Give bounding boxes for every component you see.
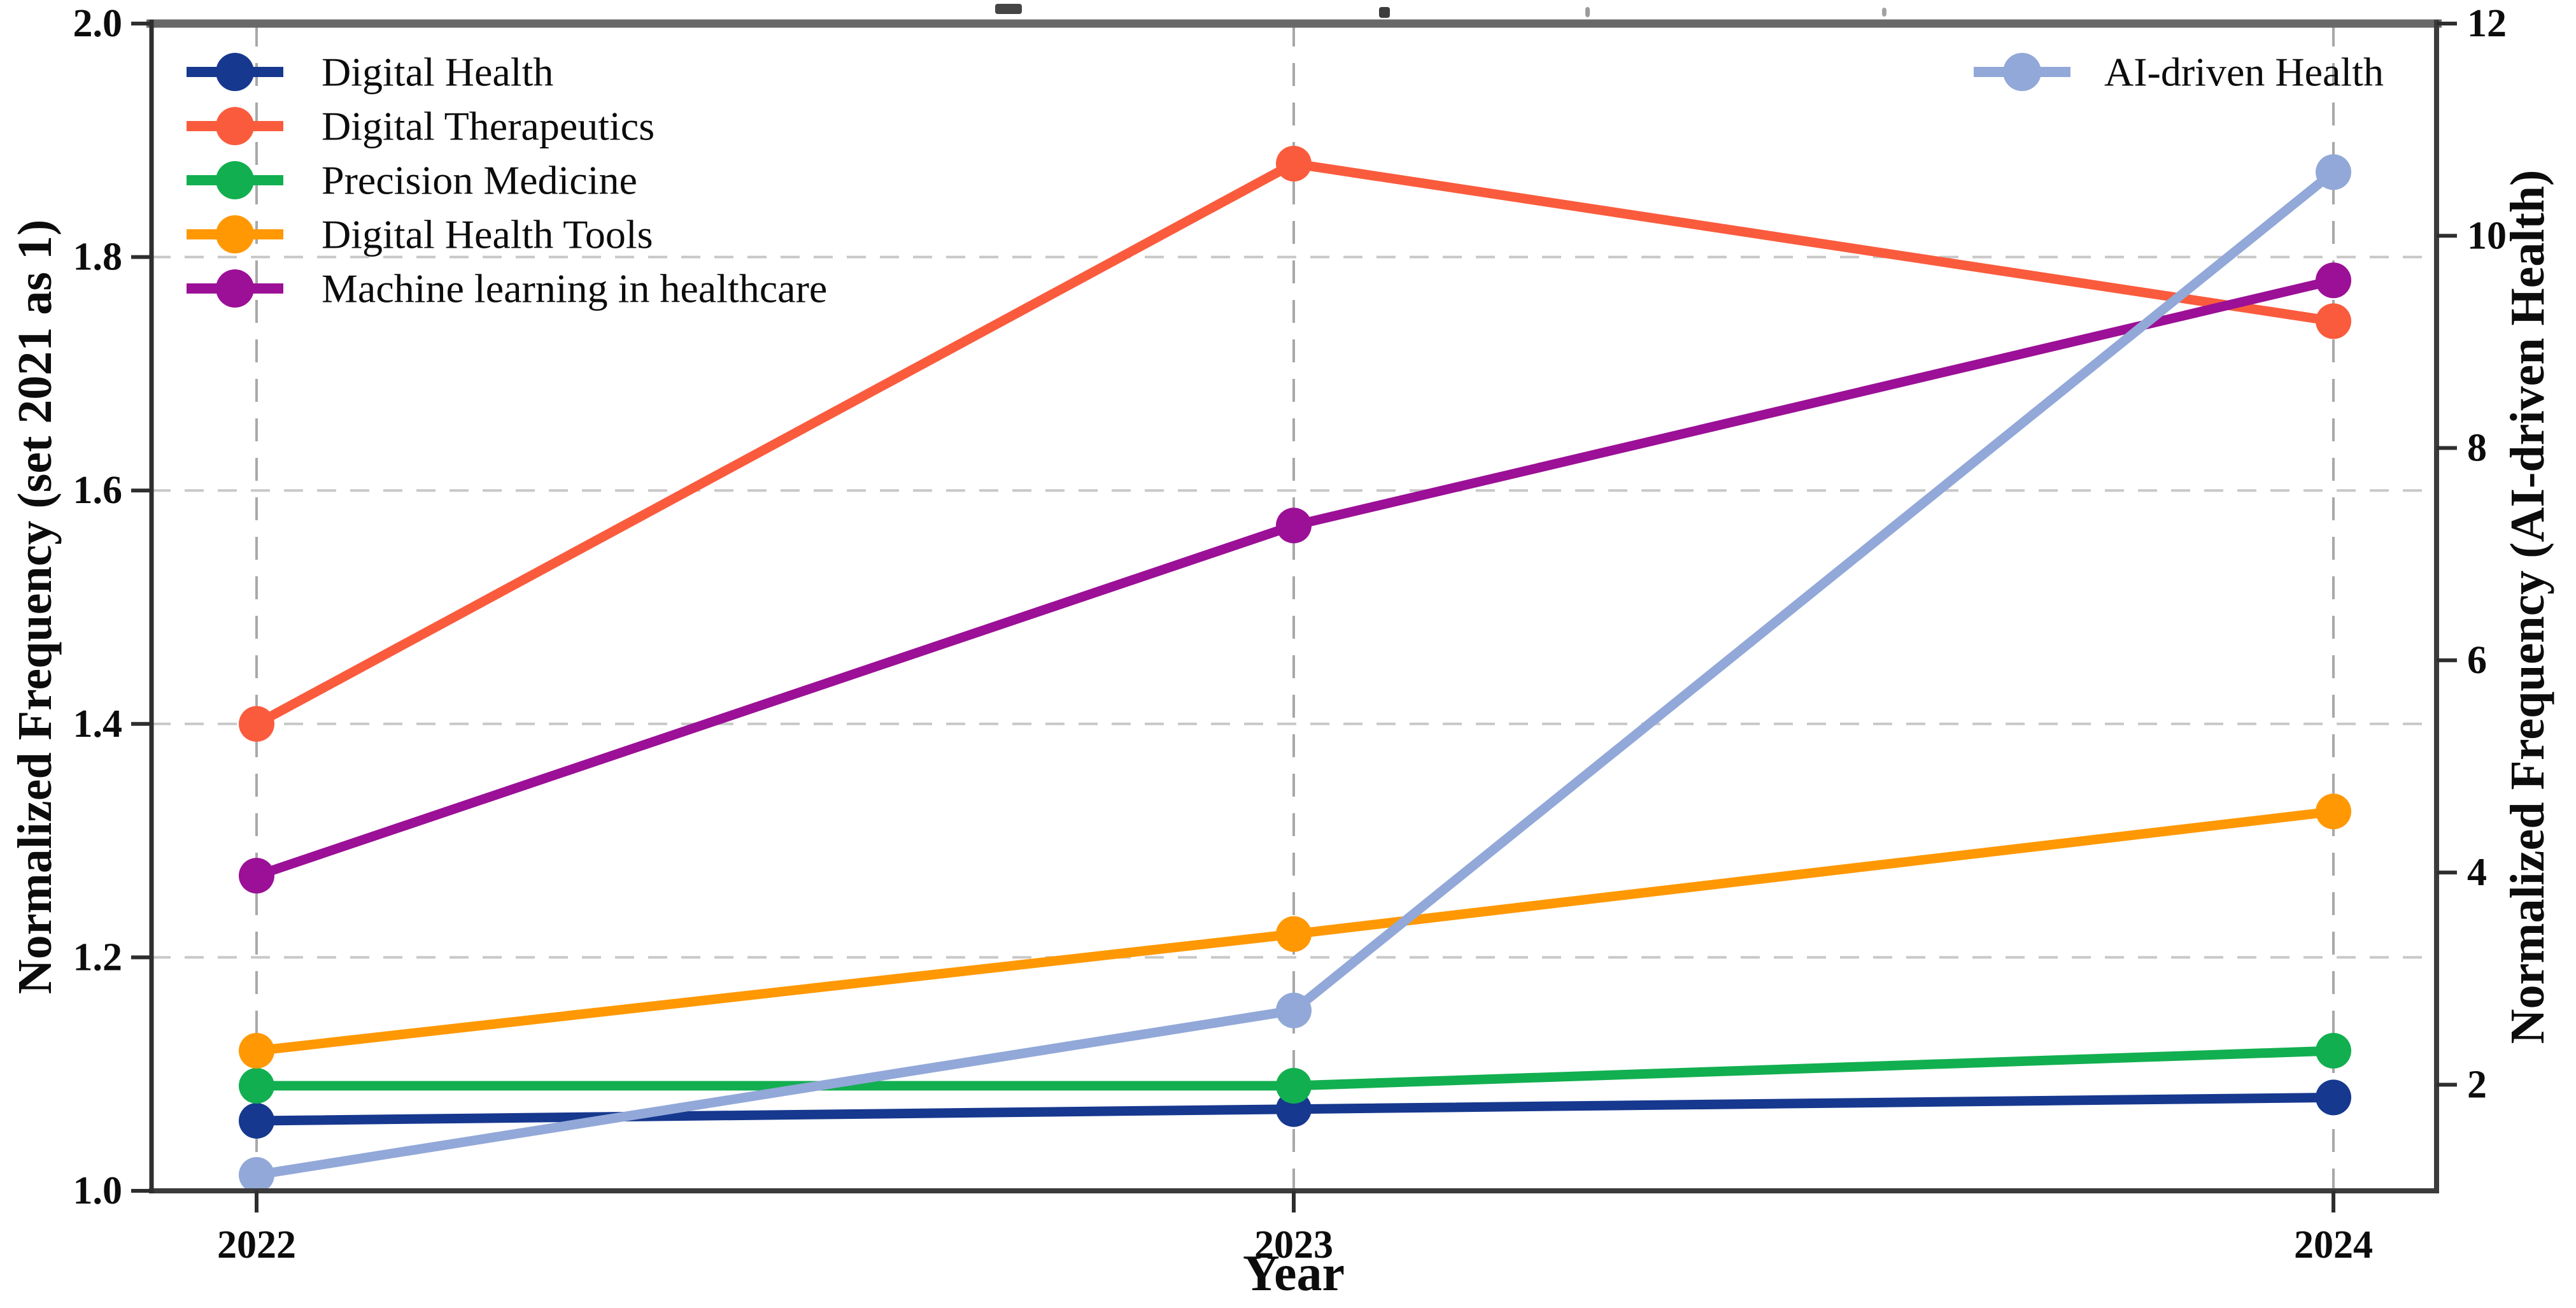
x-axis-title: Year [1243,1246,1345,1302]
y-left-tick-label-1.6: 1.6 [73,469,123,512]
legend-item-machine-learning-in-healthcare: Machine learning in healthcare [187,266,827,311]
data-point-ai-driven-health-2024 [2316,154,2351,190]
legend-swatch-dot-digital-therapeutics [216,107,254,145]
legend-swatch-dot-machine-learning-in-healthcare [216,269,254,308]
data-point-precision-medicine-2022 [239,1068,274,1104]
y-left-tick-label-2: 2.0 [73,2,123,45]
data-point-ai-driven-health-2022 [239,1157,274,1193]
y-left-tick-label-1.8: 1.8 [73,236,123,279]
y-right-tick-label-12: 12 [2467,2,2507,45]
y-left-tick-label-1.2: 1.2 [73,935,123,979]
y-right-tick-label-4: 4 [2467,851,2487,894]
data-point-machine-learning-in-healthcare-2022 [239,858,274,894]
right-axis-title: Normalized Frequency (AI-driven Health) [2501,170,2554,1044]
legend-item-precision-medicine: Precision Medicine [187,158,637,203]
y-right-tick-label-6: 6 [2467,639,2487,682]
data-point-machine-learning-in-healthcare-2023 [1276,508,1312,544]
legend-swatch-dot-digital-health [216,53,254,91]
left-axis-title: Normalized Frequency (set 2021 as 1) [8,220,62,994]
data-point-precision-medicine-2024 [2316,1033,2351,1069]
x-tick-label-2024: 2024 [2294,1223,2373,1267]
y-right-tick-label-2: 2 [2467,1063,2487,1106]
data-point-digital-therapeutics-2024 [2316,303,2351,339]
data-point-digital-health-tools-2022 [239,1033,274,1069]
legend-label-digital-therapeutics: Digital Therapeutics [322,104,655,149]
data-point-machine-learning-in-healthcare-2024 [2316,262,2351,299]
legend-label-digital-health: Digital Health [322,50,553,95]
cropped-text-artifact-4 [1882,8,1886,17]
data-point-digital-therapeutics-2022 [239,706,274,742]
cropped-text-artifact-2 [1379,7,1390,18]
y-right-tick-label-8: 8 [2467,427,2487,470]
legend-label-ai-driven-health: AI-driven Health [2104,50,2384,95]
legend-label-digital-health-tools: Digital Health Tools [322,212,653,257]
data-point-digital-health-tools-2023 [1276,916,1312,952]
data-point-ai-driven-health-2023 [1276,992,1312,1028]
y-left-tick-label-1: 1.0 [73,1169,123,1212]
data-point-digital-therapeutics-2023 [1276,145,1312,181]
cropped-text-artifact-1 [995,4,1022,14]
x-tick-label-2023: 2023 [1254,1223,1333,1267]
legend-label-machine-learning-in-healthcare: Machine learning in healthcare [322,266,827,311]
legend-item-digital-therapeutics: Digital Therapeutics [187,104,655,149]
data-point-precision-medicine-2023 [1276,1068,1312,1104]
data-point-digital-health-2024 [2316,1079,2351,1116]
legend-swatch-dot-ai-driven-health [2003,53,2041,91]
cropped-text-artifact-3 [1585,7,1590,17]
y-left-tick-label-1.4: 1.4 [73,702,123,746]
x-tick-label-2022: 2022 [217,1223,296,1267]
data-point-digital-health-2022 [239,1103,274,1139]
legend-swatch-dot-precision-medicine [216,161,254,199]
data-point-digital-health-tools-2024 [2316,793,2351,830]
y-right-tick-label-10: 10 [2467,214,2507,257]
legend-label-precision-medicine: Precision Medicine [322,158,637,203]
legend-item-digital-health: Digital Health [187,50,553,95]
legend-item-ai-driven-health: AI-driven Health [1974,50,2384,95]
legend-item-digital-health-tools: Digital Health Tools [187,212,653,257]
legend-swatch-dot-digital-health-tools [216,215,254,253]
